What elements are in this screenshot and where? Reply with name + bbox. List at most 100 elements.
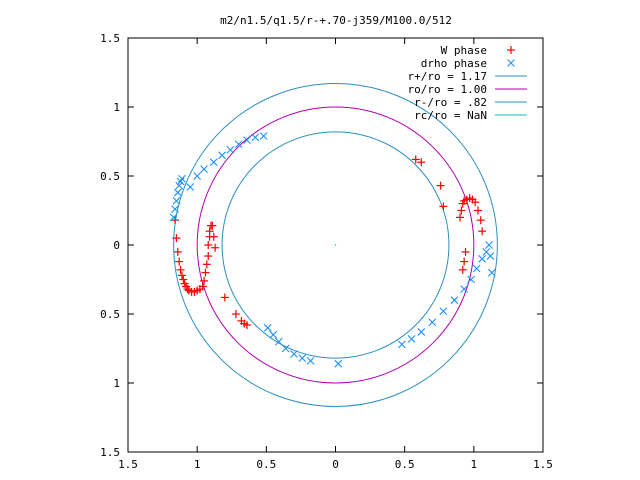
marker-stroke: [290, 350, 298, 358]
legend-label: ro/ro = 1.00: [408, 83, 487, 96]
data-point: [263, 323, 272, 332]
data-point: [428, 318, 437, 327]
data-point: [485, 241, 493, 249]
data-point: [211, 243, 220, 252]
data-point: [398, 340, 406, 349]
marker-stroke: [175, 181, 184, 190]
data-point: [200, 165, 208, 173]
y-tick-label: 1: [113, 377, 120, 390]
marker-stroke: [482, 248, 491, 256]
data-point: [204, 252, 213, 261]
data-point: [461, 247, 470, 256]
x-tick-label: 0.5: [395, 458, 415, 471]
data-point: [269, 330, 278, 339]
data-point: [171, 205, 179, 214]
data-point: [183, 285, 192, 294]
data-point: [175, 257, 184, 266]
data-point: [202, 260, 211, 269]
data-point: [306, 357, 315, 365]
marker-stroke: [467, 275, 475, 284]
y-tick-label: 0: [113, 239, 120, 252]
y-tick-label: 1.5: [100, 32, 120, 45]
data-point: [204, 241, 213, 249]
data-point: [472, 264, 481, 273]
x-tick-label: 1.5: [533, 458, 553, 471]
reference-circles: [173, 83, 498, 407]
data-point: [281, 344, 290, 353]
data-point: [457, 206, 466, 215]
data-point: [417, 328, 426, 336]
x-tick-label: 0: [332, 458, 339, 471]
data-point: [209, 232, 218, 241]
data-point: [179, 275, 188, 284]
data-point: [411, 155, 420, 164]
chart-title: m2/n1.5/q1.5/r-+.70-j359/M100.0/512: [220, 14, 452, 27]
data-point: [471, 198, 480, 207]
data-point: [478, 254, 487, 263]
legend-label: r+/ro = 1.17: [408, 70, 487, 83]
data-point: [205, 227, 214, 236]
data-point: [171, 216, 180, 225]
data-point: [200, 276, 209, 285]
marker-stroke: [417, 328, 426, 336]
data-point: [178, 174, 186, 183]
marker-stroke: [281, 344, 290, 353]
series-drho-phase: [169, 132, 496, 368]
data-point: [209, 158, 218, 167]
data-point: [460, 257, 469, 266]
data-point: [218, 151, 226, 160]
marker-stroke: [398, 340, 406, 349]
data-point: [274, 337, 283, 346]
data-point: [251, 133, 260, 142]
data-point: [175, 181, 184, 190]
data-point: [201, 268, 210, 277]
marker-stroke: [243, 136, 251, 145]
y-tick-label: 1: [113, 101, 120, 114]
data-point: [186, 183, 195, 191]
marker-stroke: [306, 357, 315, 365]
marker-stroke: [460, 285, 469, 294]
data-point: [177, 271, 186, 280]
marker-stroke: [263, 323, 272, 332]
marker-stroke: [234, 140, 243, 149]
x-tick-label: 1: [194, 458, 201, 471]
data-point: [243, 136, 251, 145]
data-point: [473, 206, 482, 215]
legend-label: rc/ro = NaN: [414, 109, 487, 122]
marker-stroke: [486, 252, 495, 260]
marker-stroke: [218, 151, 226, 160]
data-point: [173, 188, 182, 197]
circle-ro: [196, 106, 475, 384]
marker-stroke: [251, 133, 260, 142]
center-point: [334, 244, 337, 246]
y-tick-label: 0.5: [100, 308, 120, 321]
data-point: [456, 213, 464, 222]
circle-r-: [221, 131, 450, 359]
data-point: [439, 307, 448, 316]
data-point: [450, 296, 459, 305]
series-W-phase: [171, 155, 487, 330]
marker-stroke: [450, 296, 459, 305]
data-point: [458, 265, 467, 274]
marker-stroke: [169, 213, 178, 222]
data-point: [478, 227, 487, 236]
data-point: [487, 268, 496, 277]
marker-stroke: [407, 334, 416, 343]
legend-marker: [507, 46, 515, 54]
legend-label: drho phase: [421, 57, 487, 70]
y-tick-label: 0.5: [100, 170, 120, 183]
data-point: [407, 334, 416, 343]
marker-stroke: [428, 318, 437, 327]
marker-stroke: [171, 205, 179, 214]
data-point: [298, 354, 307, 363]
data-point: [173, 247, 182, 256]
data-point: [172, 196, 181, 205]
data-point: [436, 181, 445, 190]
marker-stroke: [485, 241, 493, 249]
data-point: [439, 202, 448, 211]
marker-stroke: [269, 330, 278, 339]
axis-ticks: 1.5 1 0.5 0 0.5 1 1.51.510.500.511.5: [100, 32, 553, 471]
marker-stroke: [298, 354, 307, 363]
data-point: [460, 285, 469, 294]
